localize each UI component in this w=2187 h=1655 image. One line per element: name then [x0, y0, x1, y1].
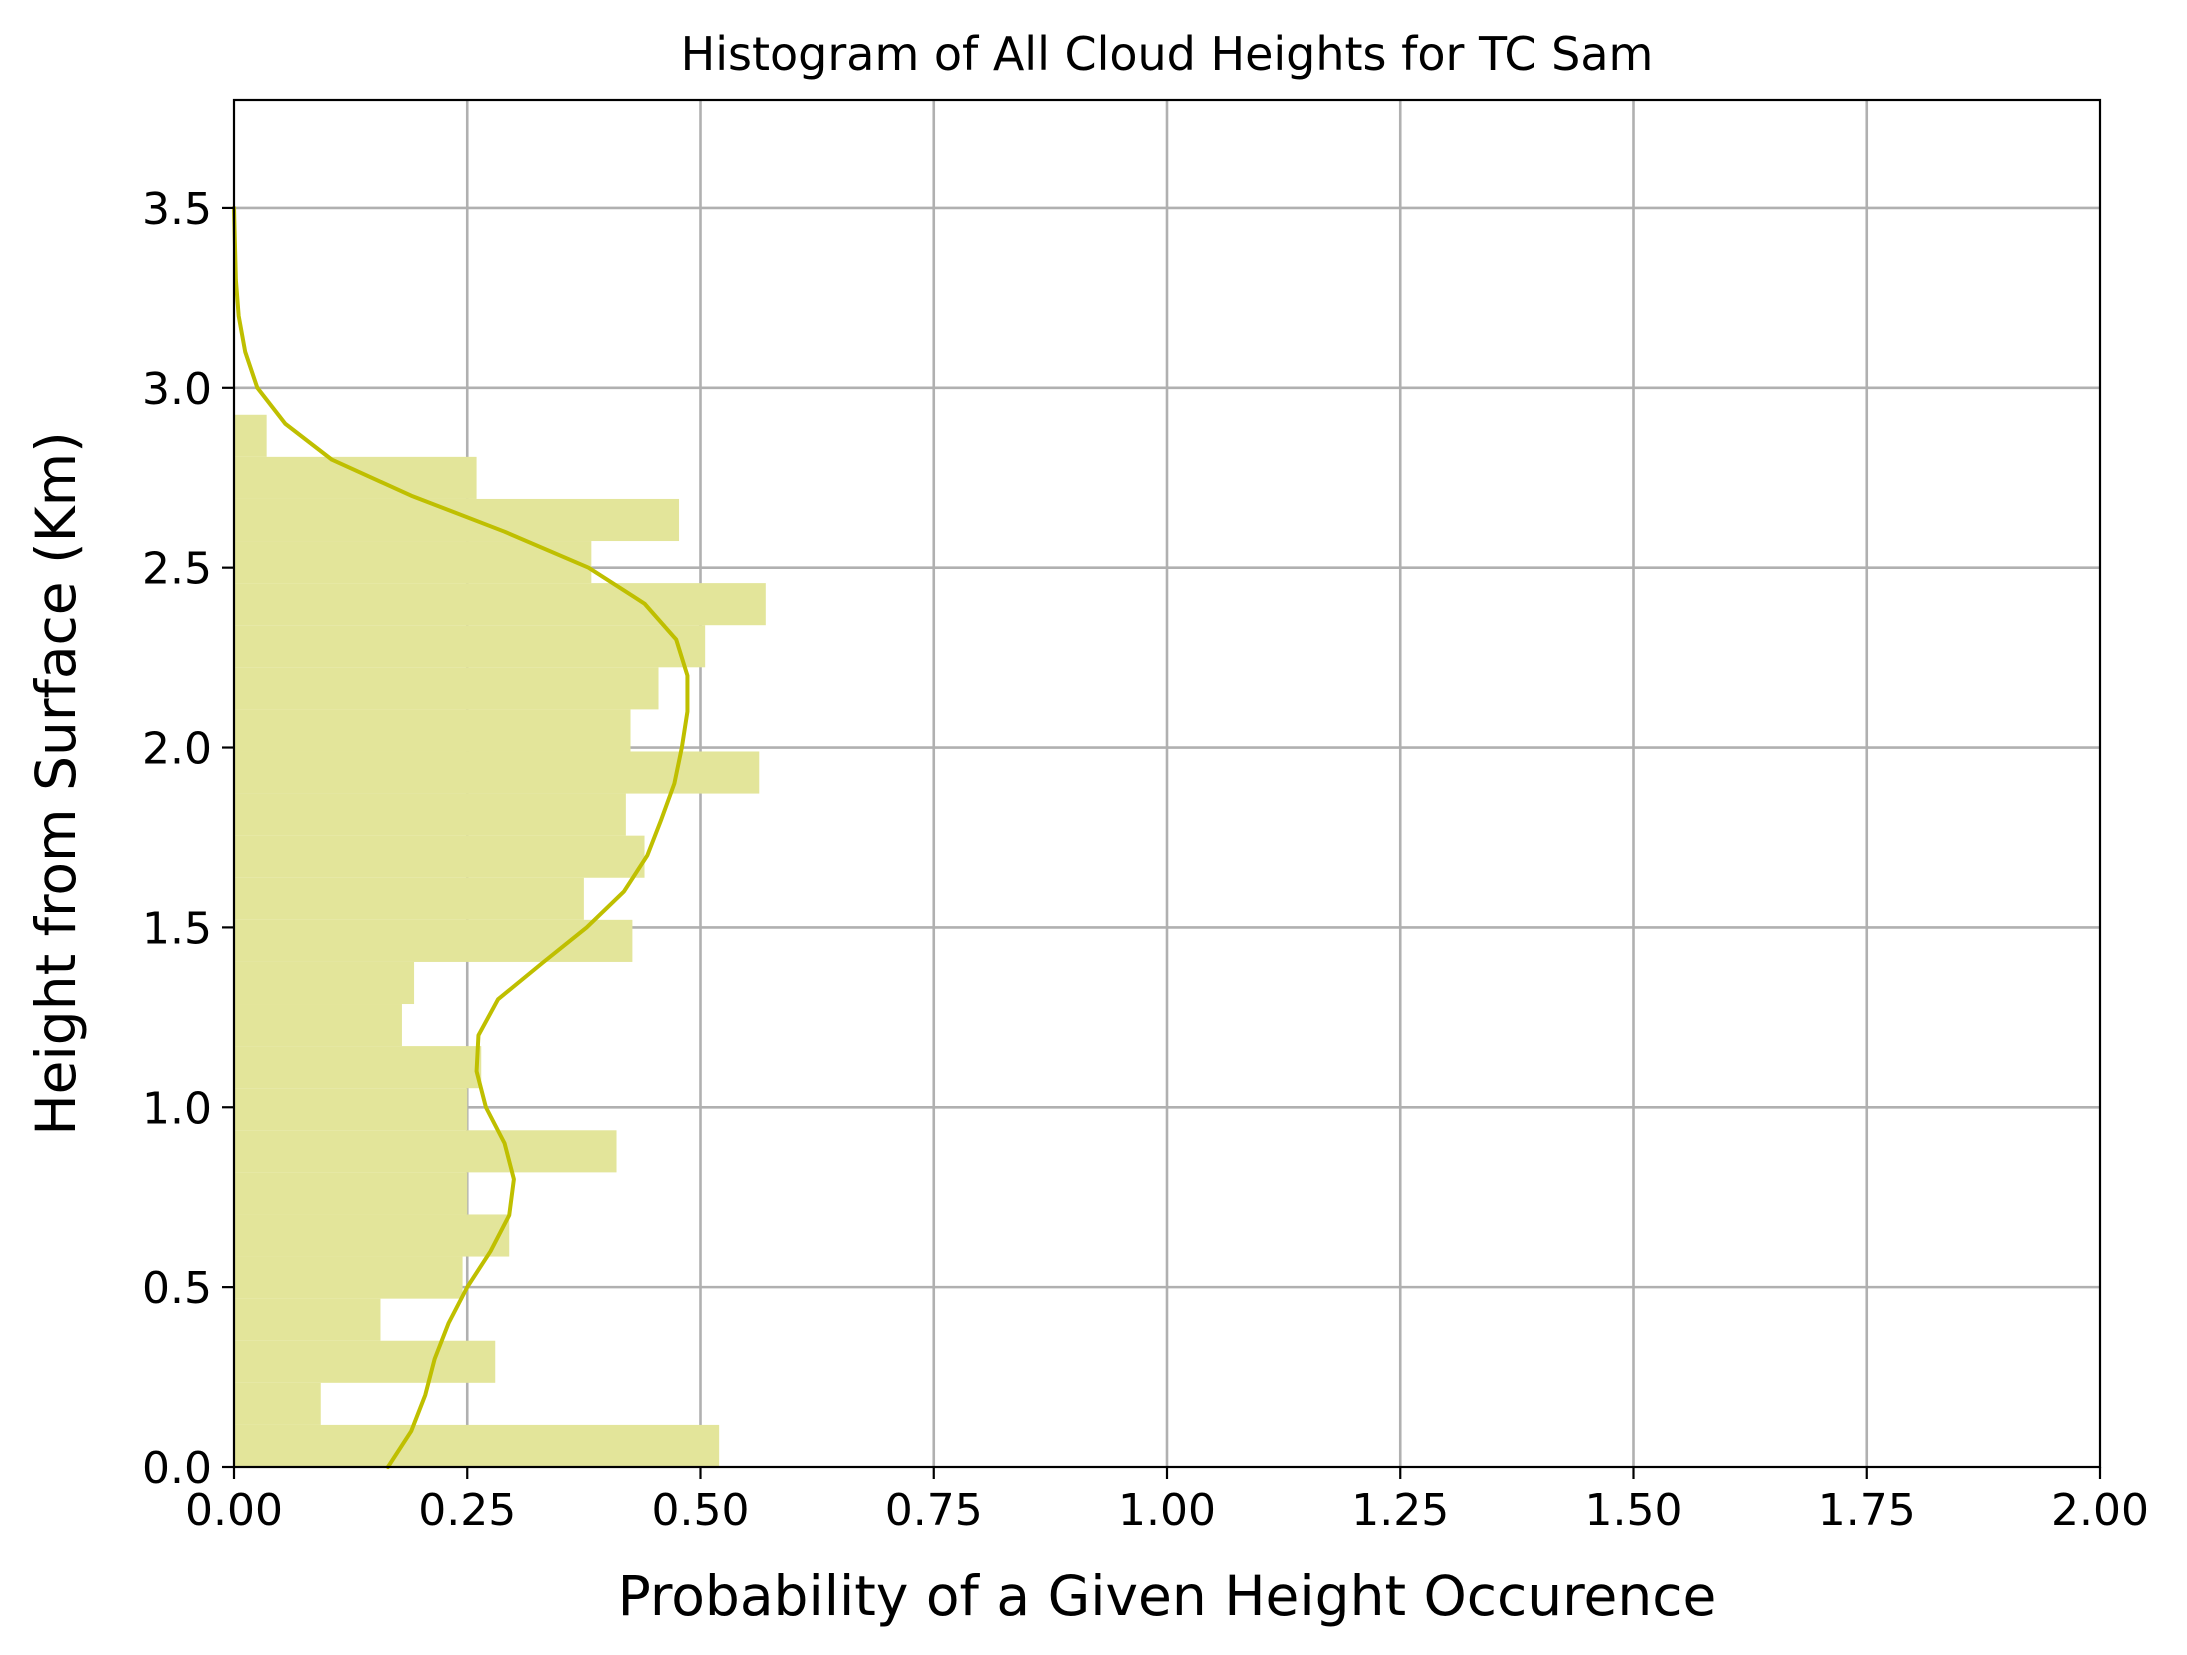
- y-tick-label: 3.5: [142, 184, 212, 235]
- histogram-bar: [234, 1130, 617, 1173]
- y-axis-ticks: 0.0 0.5 1.0 1.5 2.0 2.5 3.0 3.5: [142, 184, 234, 1494]
- histogram-bar: [234, 456, 477, 499]
- y-tick-label: 2.5: [142, 544, 212, 595]
- x-tick-label: 0.50: [652, 1485, 750, 1536]
- histogram-bar: [234, 1046, 482, 1089]
- grid: [234, 100, 2100, 1467]
- histogram-bar: [234, 1424, 720, 1467]
- histogram-bar: [234, 793, 626, 836]
- x-axis-ticks: 0.00 0.25 0.50 0.75 1.00 1.25 1.50 1.75 2.00: [185, 1467, 2149, 1536]
- histogram-bar: [234, 1382, 321, 1425]
- histogram-bar: [234, 498, 680, 542]
- x-tick-label: 1.50: [1585, 1485, 1683, 1536]
- x-axis-label: Probability of a Given Height Occurence: [618, 1564, 1717, 1628]
- histogram-bar: [234, 961, 415, 1005]
- y-tick-label: 1.5: [142, 903, 212, 954]
- x-tick-label: 0.00: [185, 1485, 283, 1536]
- histogram-bar: [234, 835, 645, 878]
- histogram-bar: [234, 1298, 381, 1341]
- x-tick-label: 0.25: [418, 1485, 516, 1536]
- x-tick-label: 1.75: [1818, 1485, 1916, 1536]
- histogram-bar: [234, 1088, 468, 1131]
- histogram-bar: [234, 1256, 463, 1299]
- x-tick-label: 1.00: [1118, 1485, 1216, 1536]
- histogram-bar: [234, 1214, 510, 1257]
- x-tick-label: 1.25: [1351, 1485, 1449, 1536]
- histogram-bar: [234, 1340, 496, 1383]
- histogram-bar: [234, 919, 633, 962]
- y-tick-label: 2.0: [142, 724, 212, 775]
- x-tick-label: 0.75: [885, 1485, 983, 1536]
- y-tick-label: 0.5: [142, 1263, 212, 1314]
- y-tick-label: 0.0: [142, 1443, 212, 1494]
- histogram-bar: [234, 583, 766, 626]
- chart-title: Histogram of All Cloud Heights for TC Sa…: [681, 27, 1654, 81]
- histogram-bar: [234, 667, 659, 710]
- y-tick-label: 1.0: [142, 1083, 212, 1134]
- histogram-bar: [234, 1172, 468, 1215]
- histogram-bar: [234, 1004, 402, 1047]
- histogram-bar: [234, 709, 631, 752]
- kde-curve: [232, 205, 690, 1469]
- histogram-bar: [234, 541, 592, 584]
- histogram-bar: [234, 877, 584, 920]
- y-tick-label: 3.0: [142, 364, 212, 415]
- x-tick-label: 2.00: [2051, 1485, 2149, 1536]
- histogram-bars: [234, 414, 766, 1467]
- histogram-bar: [234, 414, 267, 457]
- y-axis-label: Height from Surface (Km): [24, 431, 88, 1135]
- histogram-bar: [234, 625, 706, 668]
